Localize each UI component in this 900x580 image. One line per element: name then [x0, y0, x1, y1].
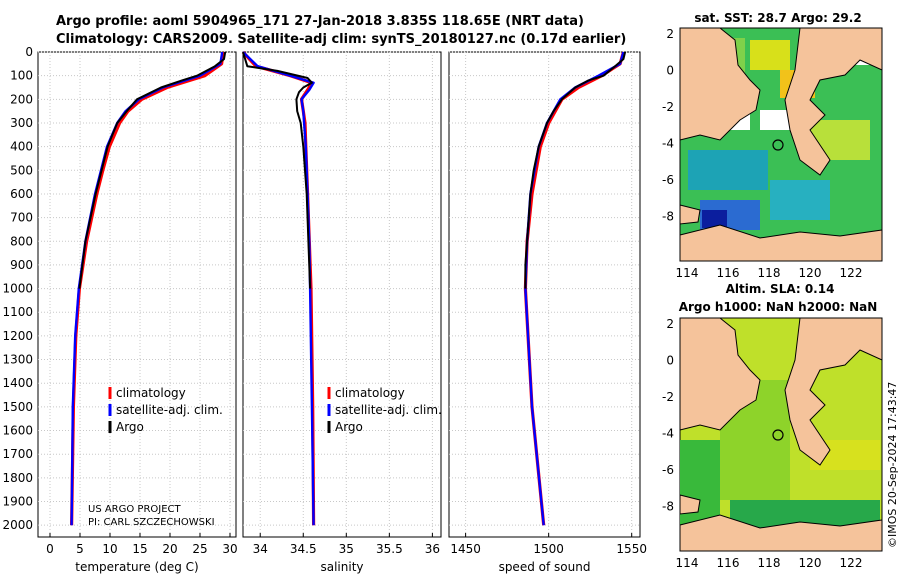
map-x-tick-label: 120: [799, 266, 822, 280]
x-tick-label: 1450: [450, 542, 481, 556]
y-tick-label: 400: [10, 140, 33, 154]
y-tick-label: 1000: [2, 282, 33, 296]
legend-label: satellite-adj. clim.: [116, 403, 223, 417]
legend-label: Argo: [335, 420, 363, 434]
y-tick-label: 600: [10, 187, 33, 201]
x-axis-label: salinity: [320, 560, 363, 574]
map-y-tick-label: 2: [666, 27, 674, 41]
map-x-tick-label: 118: [758, 556, 781, 570]
x-axis-label: temperature (deg C): [75, 560, 198, 574]
plot-frame: [242, 51, 442, 538]
profile-panel-1: 0 5 10 15 20 25 300100200300400500600700800900…: [2, 45, 237, 574]
sst-map: 114 116 118 120 122 2 0 -2 -4 -6 -8: [662, 27, 883, 280]
x-tick-label: 10: [102, 542, 117, 556]
x-axis-label: speed of sound: [499, 560, 591, 574]
profile-charts: 0 5 10 15 20 25 300100200300400500600700800900…: [2, 45, 647, 574]
y-tick-label: 200: [10, 92, 33, 106]
profile-panel-3: 1450 1500 1550 speed of sound: [448, 51, 647, 574]
nusa-tenggara-land: [679, 224, 883, 262]
y-tick-label: 900: [10, 258, 33, 272]
map-panels: sat. SST: 28.7 Argo: 29.2 114 116 118 120 12…: [662, 11, 883, 570]
map-x-tick-label: 116: [717, 556, 740, 570]
y-tick-label: 500: [10, 163, 33, 177]
x-tick-label: 1550: [616, 542, 647, 556]
map-y-tick-label: -8: [662, 210, 674, 224]
credit-text: PI: CARL SZCZECHOWSKI: [88, 517, 215, 528]
y-tick-label: 100: [10, 69, 33, 83]
y-tick-label: 1700: [2, 447, 33, 461]
map-y-tick-label: -4: [662, 427, 674, 441]
legend-label: climatology: [335, 386, 405, 400]
y-tick-label: 1900: [2, 495, 33, 509]
y-tick-label: 2000: [2, 518, 33, 532]
argo-float-marker: [772, 139, 784, 151]
y-tick-label: 1800: [2, 471, 33, 485]
sulawesi-land: [784, 27, 883, 176]
legend-label: Argo: [116, 420, 144, 434]
map-x-tick-label: 114: [676, 266, 699, 280]
profile-panel-2: 34 34.5 35 35.5 36 salinity climatology satelli…: [241, 50, 442, 574]
map-y-tick-label: 0: [666, 64, 674, 78]
figure-title-line1: Argo profile: aoml 5904965_171 27-Jan-20…: [56, 14, 584, 29]
y-tick-label: 800: [10, 234, 33, 248]
series-line-argo: [524, 51, 627, 289]
y-tick-label: 1100: [2, 305, 33, 319]
map-y-tick-label: -2: [662, 390, 674, 404]
map-y-tick-label: 2: [666, 317, 674, 331]
x-tick-label: 15: [132, 542, 147, 556]
x-tick-label: 35: [339, 542, 354, 556]
argo-float-marker: [772, 429, 784, 441]
x-tick-label: 1500: [533, 542, 564, 556]
x-tick-label: 34.5: [290, 542, 317, 556]
map-x-tick-label: 114: [676, 556, 699, 570]
java-land: [679, 204, 701, 225]
map-y-tick-label: -4: [662, 137, 674, 151]
map-y-tick-label: -8: [662, 500, 674, 514]
legend-label: climatology: [116, 386, 186, 400]
map-y-tick-label: 0: [666, 354, 674, 368]
altim-map-title-line1: Altim. SLA: 0.14: [726, 282, 835, 296]
y-tick-label: 1400: [2, 376, 33, 390]
map-x-tick-label: 122: [840, 556, 863, 570]
x-tick-label: 36: [425, 542, 440, 556]
map-y-tick-label: -2: [662, 100, 674, 114]
x-tick-label: 35.5: [376, 542, 403, 556]
x-tick-label: 5: [76, 542, 84, 556]
x-tick-label: 20: [162, 542, 177, 556]
x-tick-label: 30: [222, 542, 237, 556]
map-x-tick-label: 120: [799, 556, 822, 570]
map-x-tick-label: 122: [840, 266, 863, 280]
credit-text: US ARGO PROJECT: [88, 504, 182, 515]
x-tick-label: 0: [46, 542, 54, 556]
y-tick-label: 1500: [2, 400, 33, 414]
borneo-land: [679, 27, 761, 141]
plot-frame: [37, 51, 237, 538]
plot-frame: [448, 51, 641, 538]
figure-title-line2: Climatology: CARS2009. Satellite-adj cli…: [56, 32, 627, 47]
y-tick-label: 0: [25, 45, 33, 59]
sst-map-title: sat. SST: 28.7 Argo: 29.2: [694, 11, 861, 25]
y-tick-label: 300: [10, 116, 33, 130]
map-x-tick-label: 118: [758, 266, 781, 280]
map-y-tick-label: -6: [662, 173, 674, 187]
altim-map-title-line2: Argo h1000: NaN h2000: NaN: [679, 300, 878, 314]
series-line-argo: [242, 51, 313, 289]
y-tick-label: 1200: [2, 329, 33, 343]
y-tick-label: 700: [10, 211, 33, 225]
legend-label: satellite-adj. clim.: [335, 403, 442, 417]
map-y-tick-label: -6: [662, 463, 674, 477]
imos-watermark: ©IMOS 20-Sep-2024 17:43:47: [886, 381, 899, 548]
y-tick-label: 1600: [2, 424, 33, 438]
x-tick-label: 25: [192, 542, 207, 556]
series-line-argo: [78, 51, 227, 289]
altim-map: 114 116 118 120 122 2 0 -2 -4 -6 -8: [662, 317, 883, 570]
y-tick-label: 1300: [2, 353, 33, 367]
map-x-tick-label: 116: [717, 266, 740, 280]
x-tick-label: 34: [253, 542, 268, 556]
